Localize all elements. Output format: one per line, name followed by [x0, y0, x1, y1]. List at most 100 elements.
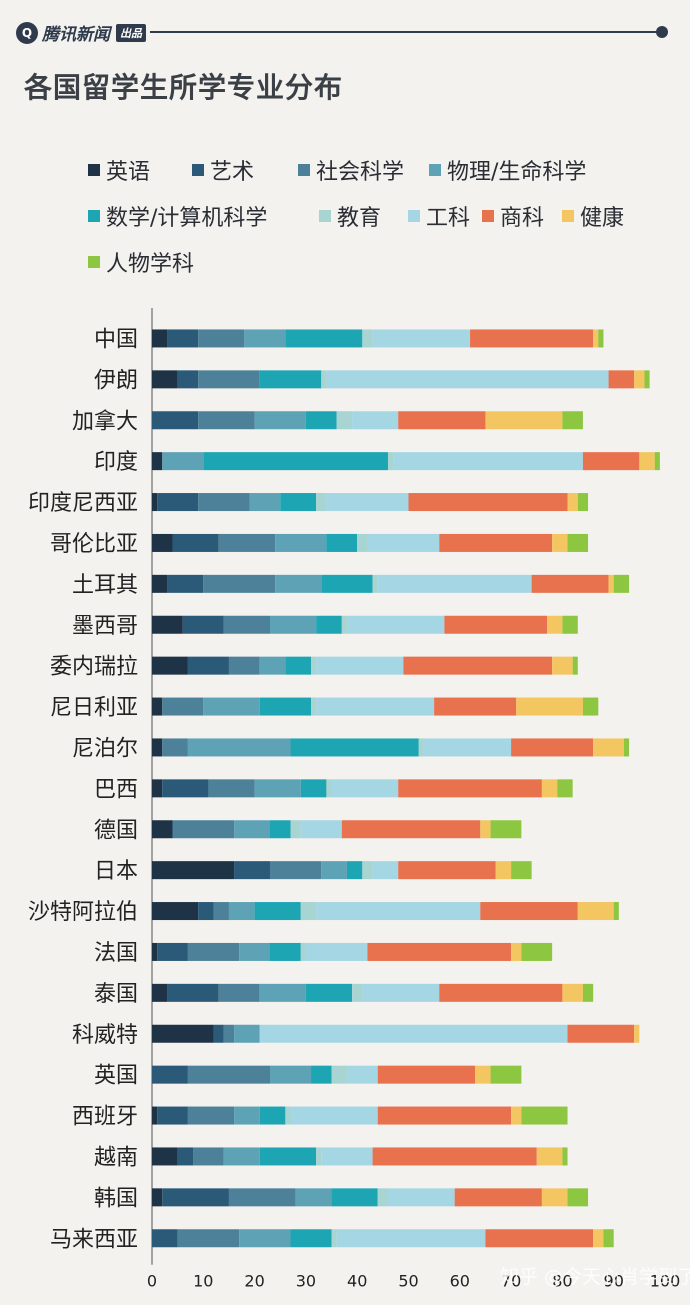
bar-segment	[152, 902, 199, 921]
legend-swatch	[88, 164, 100, 176]
bar-segment	[152, 820, 173, 839]
bar-segment	[567, 1024, 635, 1043]
bar-segment	[157, 1106, 188, 1125]
bar-segment	[295, 1188, 332, 1207]
bar-segment	[152, 942, 158, 961]
bar-segment	[152, 1147, 178, 1166]
bar-segment	[269, 1065, 312, 1084]
bar-segment	[613, 574, 630, 593]
bar-segment	[316, 1147, 322, 1166]
category-label: 巴西	[94, 777, 138, 802]
bar-segment	[562, 1147, 568, 1166]
legend-label: 艺术	[210, 160, 255, 185]
bar-segment	[280, 493, 317, 512]
bar-segment	[162, 697, 204, 716]
bar-segment	[228, 902, 255, 921]
bar-segment	[331, 1065, 347, 1084]
bar-segment	[403, 656, 553, 675]
bar-segment	[152, 1065, 188, 1084]
bar-segment	[152, 493, 158, 512]
bar-segment	[346, 615, 445, 634]
bar-segment	[495, 861, 512, 880]
bar-segment	[311, 1065, 332, 1084]
bar-segment	[634, 1024, 640, 1043]
category-label: 尼日利亚	[50, 696, 138, 721]
bar-segment	[152, 574, 168, 593]
legend-item: 艺术	[192, 154, 254, 186]
legend-item: 物理/生命科学	[429, 154, 586, 186]
bar-segment	[254, 902, 301, 921]
legend-swatch	[319, 210, 331, 222]
x-tick-label: 0	[147, 1272, 157, 1291]
x-tick-label: 30	[296, 1272, 316, 1291]
bar-segment	[547, 615, 563, 634]
bar-segment	[362, 861, 373, 880]
bar-segment	[608, 574, 614, 593]
bar-segment	[387, 452, 394, 471]
bar-segment	[152, 861, 235, 880]
bar-segment	[331, 1229, 337, 1248]
bar-segment	[393, 452, 583, 471]
bar-segment	[434, 697, 517, 716]
category-label: 土耳其	[72, 573, 138, 598]
bar-segment	[198, 411, 255, 430]
bar-segment	[639, 452, 655, 471]
brand-name: 腾讯新闻	[42, 25, 110, 45]
bar-segment	[305, 942, 368, 961]
bar-segment	[367, 942, 512, 961]
bar-segment	[341, 615, 347, 634]
bar-segment	[177, 370, 199, 389]
bar-segment	[377, 1106, 512, 1125]
legend-swatch	[298, 164, 310, 176]
bar-segment	[208, 779, 255, 798]
bar-segment	[326, 370, 609, 389]
bar-segment	[511, 861, 532, 880]
bar-segment	[536, 1147, 563, 1166]
legend-swatch	[429, 164, 441, 176]
bar-segment	[511, 738, 594, 757]
x-tick-label: 60	[450, 1272, 470, 1291]
bar-segment	[152, 1229, 178, 1248]
bar-segment	[152, 983, 168, 1002]
bar-segment	[187, 1065, 270, 1084]
bar-segment	[593, 329, 599, 348]
bar-segment	[321, 574, 373, 593]
bar-segment	[326, 779, 332, 798]
bar-segment	[644, 370, 650, 389]
bar-segment	[567, 533, 589, 552]
bar-segment	[372, 861, 399, 880]
legend-item: 英语	[88, 154, 150, 186]
x-tick-label: 20	[244, 1272, 264, 1291]
legend-swatch	[482, 210, 494, 222]
bar-segment	[336, 411, 353, 430]
bar-segment	[228, 656, 260, 675]
bar-segment	[152, 533, 173, 552]
bar-segment	[521, 942, 553, 961]
bar-segment	[377, 1065, 476, 1084]
bar-segment	[377, 574, 532, 593]
bar-segment	[311, 697, 317, 716]
bar-segment	[593, 1229, 604, 1248]
bar-segment	[326, 533, 358, 552]
bar-segment	[198, 493, 250, 512]
category-label: 泰国	[94, 982, 138, 1007]
legend-label: 教育	[337, 206, 382, 231]
bar-segment	[239, 1229, 291, 1248]
bar-segment	[300, 942, 306, 961]
category-label: 委内瑞拉	[50, 655, 138, 680]
source-watermark: 知乎 @今天心肖学到了吗	[500, 1266, 690, 1288]
bar-segment	[311, 656, 317, 675]
brand-tag: 出品	[116, 23, 146, 42]
bar-segment	[541, 1188, 568, 1207]
x-tick-label: 100	[650, 1272, 681, 1291]
bar-segment	[244, 329, 286, 348]
bar-segment	[521, 1106, 568, 1125]
bar-segment	[582, 983, 594, 1002]
bar-segment	[152, 1188, 163, 1207]
bar-segment	[285, 1106, 291, 1125]
bar-segment	[316, 656, 404, 675]
bar-segment	[177, 1147, 194, 1166]
bar-segment	[223, 615, 270, 634]
bar-segment	[346, 861, 363, 880]
